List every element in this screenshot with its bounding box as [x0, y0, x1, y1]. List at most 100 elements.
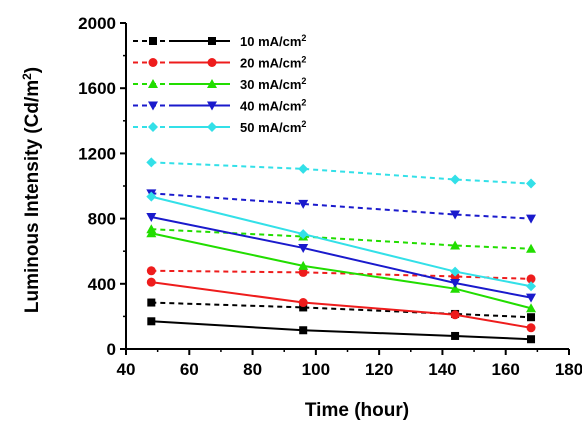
series-2-dashed-line: [151, 269, 532, 280]
series-5-solid-point: [146, 191, 157, 202]
x-tick-label: 140: [428, 360, 456, 379]
series-1-dashed-point: [147, 298, 156, 307]
x-axis-label: Time (hour): [305, 400, 409, 421]
series-1-dashed-point: [299, 303, 308, 312]
legend-label-text: 50 mA/cm: [240, 120, 301, 135]
series-1-solid-point: [299, 326, 308, 335]
series-5-dashed-point: [298, 163, 309, 174]
series-5-solid-point: [450, 266, 461, 277]
series-3-solid-point: [450, 283, 461, 293]
x-tick-label: 120: [365, 360, 393, 379]
legend-entry-3: 30 mA/cm2: [133, 76, 306, 92]
legend-label-sup: 2: [301, 33, 306, 43]
y-axis-label: Luminous Intensity (Cd/m2): [20, 67, 43, 313]
plot-area: [146, 157, 537, 344]
series-5-solid-point: [298, 229, 309, 240]
series-2-solid-point: [146, 277, 156, 287]
y-tick-label: 2000: [78, 14, 116, 33]
legend-label: 30 mA/cm2: [240, 76, 306, 92]
series-4-solid-point: [526, 293, 537, 303]
legend-label: 50 mA/cm2: [240, 119, 306, 135]
legend-label-text: 10 mA/cm: [240, 34, 301, 49]
x-tick-label: 60: [180, 360, 199, 379]
series-2-solid-point: [298, 298, 308, 308]
y-axis-label-main: Luminous Intensity (Cd/m: [22, 80, 43, 313]
legend-label: 10 mA/cm2: [240, 33, 306, 49]
series-3: [146, 224, 537, 313]
y-tick-label: 1600: [78, 79, 116, 98]
series-5: [146, 157, 537, 292]
legend-label-sup: 2: [301, 76, 306, 86]
legend-marker: [207, 79, 217, 88]
series-2-dashed-point: [146, 266, 156, 276]
series-2-dashed-point: [298, 267, 308, 277]
legend-label-sup: 2: [301, 55, 306, 65]
series-5-dashed-point: [146, 157, 157, 168]
legend-marker: [208, 37, 216, 45]
series-4-solid-line: [151, 215, 532, 299]
legend-marker: [207, 58, 217, 67]
legend-marker: [148, 58, 158, 67]
series-5-dashed-point: [450, 174, 461, 185]
legend-entry-1: 10 mA/cm2: [133, 33, 306, 49]
axes: 40 60 80 100 120 140 160 180 0 400 800 1200 1600 2000: [78, 14, 582, 379]
x-tick-label: 80: [243, 360, 262, 379]
legend-label-sup: 2: [301, 119, 306, 129]
series-4-solid-point: [146, 212, 157, 222]
legend-entry-4: 40 mA/cm2: [133, 98, 306, 114]
y-axis-label-close: ): [22, 67, 43, 73]
legend-entry-2: 20 mA/cm2: [133, 55, 306, 71]
legend-marker: [148, 79, 158, 88]
legend-label: 20 mA/cm2: [240, 55, 306, 71]
legend-marker: [207, 101, 217, 111]
series-3-dashed-point: [526, 243, 537, 253]
series-1: [147, 298, 536, 344]
series-5-solid-point: [526, 281, 537, 292]
series-2-solid-line: [151, 281, 532, 329]
series-4-solid-point: [298, 243, 309, 253]
y-axis-label-sup: 2: [20, 73, 34, 80]
series-1-dashed-line: [151, 301, 532, 319]
series-4-dashed-point: [526, 214, 537, 224]
x-tick-label: 100: [302, 360, 330, 379]
legend-label: 40 mA/cm2: [240, 98, 306, 114]
legend-label-text: 20 mA/cm: [240, 56, 301, 71]
x-tick-label: 180: [555, 360, 582, 379]
x-tick-label: 40: [117, 360, 136, 379]
series-4-solid-point: [450, 278, 461, 288]
series-4-dashed-line: [151, 192, 532, 220]
series-1-solid-point: [451, 331, 460, 340]
series-1-solid-point: [147, 317, 156, 326]
legend-label-text: 30 mA/cm: [240, 77, 301, 92]
y-tick-label: 400: [88, 275, 116, 294]
series-3-solid-line: [151, 232, 532, 310]
series-1-solid-line: [151, 320, 532, 341]
legend-label-sup: 2: [301, 98, 306, 108]
y-tick-label: 800: [88, 210, 116, 229]
legend-label-text: 40 mA/cm: [240, 99, 301, 114]
series-3-dashed-point: [450, 240, 461, 250]
series-1-dashed-point: [527, 313, 536, 322]
series-2: [146, 266, 536, 333]
y-tick-label: 0: [107, 340, 116, 359]
series-4-dashed-point: [298, 199, 309, 209]
series-2-solid-point: [526, 323, 536, 333]
series-2-solid-point: [450, 310, 460, 320]
series-5-dashed-point: [526, 178, 537, 189]
legend-marker: [207, 122, 217, 132]
series-1-solid-point: [527, 335, 536, 344]
legend-marker: [149, 37, 157, 45]
legend-entry-5: 50 mA/cm2: [133, 119, 306, 135]
legend-marker: [148, 101, 158, 111]
series-3-solid-point: [298, 260, 309, 270]
series-5-dashed-line: [151, 161, 532, 185]
series-2-dashed-point: [526, 274, 536, 284]
series-5-solid-line: [151, 195, 532, 288]
series-3-solid-point: [526, 303, 537, 313]
x-tick-label: 160: [492, 360, 520, 379]
series-4: [146, 189, 537, 303]
legend-marker: [148, 122, 158, 132]
y-tick-label: 1200: [78, 144, 116, 163]
